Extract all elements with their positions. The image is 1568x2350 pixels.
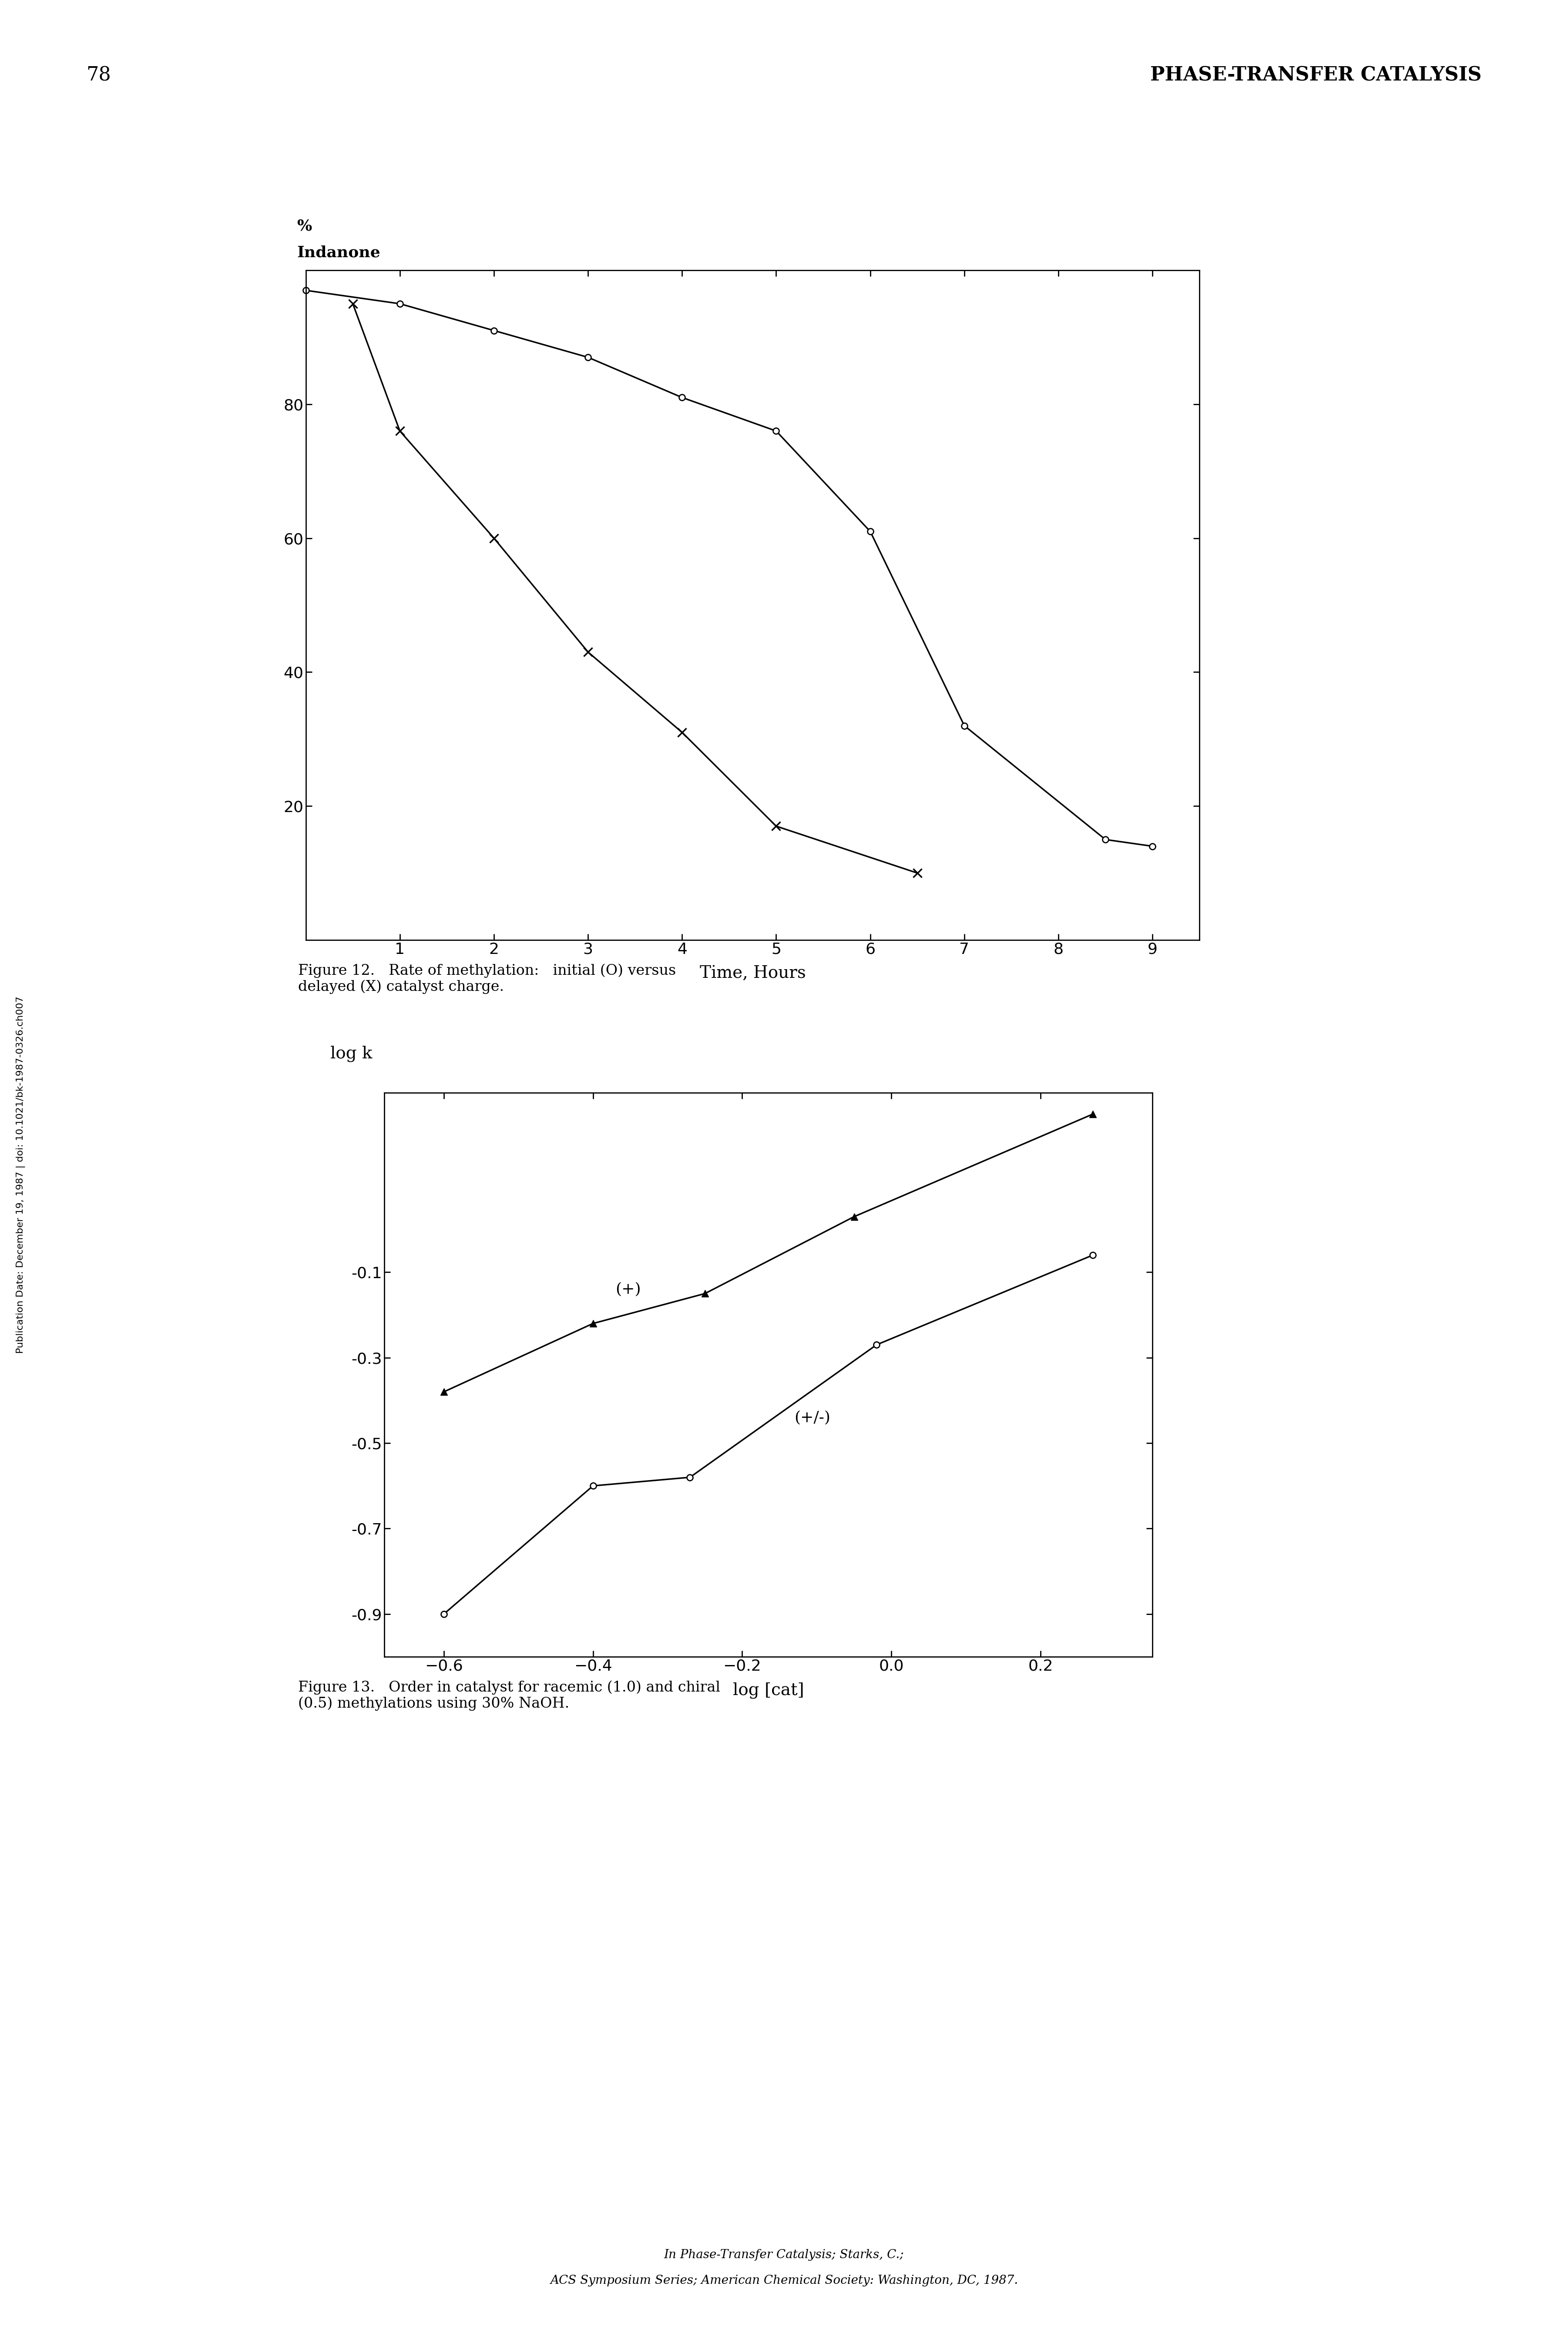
Text: Figure 12.   Rate of methylation:   initial (O) versus
delayed (X) catalyst char: Figure 12. Rate of methylation: initial … — [298, 964, 676, 994]
X-axis label: log [cat]: log [cat] — [732, 1683, 804, 1699]
Text: In Phase-Transfer Catalysis; Starks, C.;: In Phase-Transfer Catalysis; Starks, C.; — [663, 2249, 905, 2261]
Text: (+): (+) — [615, 1281, 641, 1297]
Text: 78: 78 — [86, 66, 111, 85]
Text: Publication Date: December 19, 1987 | doi: 10.1021/bk-1987-0326.ch007: Publication Date: December 19, 1987 | do… — [16, 996, 25, 1354]
Text: ACS Symposium Series; American Chemical Society: Washington, DC, 1987.: ACS Symposium Series; American Chemical … — [550, 2275, 1018, 2287]
Text: PHASE-TRANSFER CATALYSIS: PHASE-TRANSFER CATALYSIS — [1151, 66, 1482, 85]
Text: log k: log k — [331, 1046, 372, 1062]
Text: (+/-): (+/-) — [795, 1410, 831, 1424]
Text: Indanone: Indanone — [296, 244, 381, 261]
X-axis label: Time, Hours: Time, Hours — [699, 966, 806, 982]
Text: Figure 13.   Order in catalyst for racemic (1.0) and chiral
(0.5) methylations u: Figure 13. Order in catalyst for racemic… — [298, 1680, 720, 1711]
Text: %: % — [296, 219, 312, 233]
